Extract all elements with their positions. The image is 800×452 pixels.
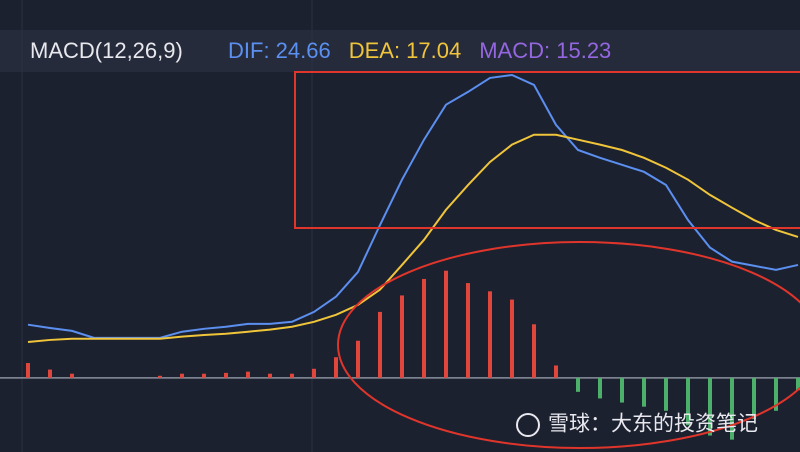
- macd-bar: [378, 311, 382, 378]
- macd-bar: [642, 377, 646, 407]
- indicator-line: [27, 133, 799, 343]
- watermark: 雪球：大东的投资笔记: [548, 413, 758, 436]
- macd-bar: [664, 377, 668, 411]
- macd-bar: [730, 377, 734, 440]
- macd-bar: [774, 377, 778, 411]
- macd-bar: [796, 377, 800, 391]
- macd-bar: [422, 278, 426, 378]
- macd-bar: [598, 377, 602, 399]
- legend-label: DIF: 24.66: [228, 38, 331, 63]
- highlight-ellipse: [337, 241, 800, 449]
- macd-bar: [686, 377, 690, 426]
- macd-bar: [510, 299, 514, 378]
- macd-bar: [246, 371, 250, 378]
- highlight-box: [294, 71, 800, 229]
- legend-label: MACD: 15.23: [479, 38, 611, 63]
- plot-area: [0, 73, 800, 440]
- watermark-logo: [516, 413, 540, 437]
- macd-bar: [70, 373, 74, 378]
- macd-bar: [576, 377, 580, 392]
- macd-bar: [620, 377, 624, 403]
- macd-bar: [334, 357, 338, 378]
- macd-bar: [466, 283, 470, 378]
- macd-bar: [752, 377, 756, 420]
- macd-bar: [26, 363, 30, 378]
- macd-bar: [356, 340, 360, 378]
- macd-bar: [532, 324, 536, 378]
- macd-bar: [158, 375, 162, 378]
- macd-bar: [290, 373, 294, 378]
- legend-label: DEA: 17.04: [349, 38, 462, 63]
- indicator-title: MACD(12,26,9): [30, 38, 183, 63]
- macd-bar: [554, 365, 558, 378]
- macd-bar: [224, 372, 228, 378]
- macd-bar: [312, 368, 316, 378]
- macd-bar: [180, 373, 184, 378]
- macd-bar: [268, 373, 272, 378]
- macd-bar: [444, 270, 448, 378]
- macd-bar: [488, 291, 492, 378]
- macd-bar: [202, 373, 206, 378]
- macd-bar: [400, 295, 404, 378]
- macd-bar: [48, 369, 52, 378]
- macd-bar: [708, 377, 712, 436]
- header-bar: [0, 30, 800, 72]
